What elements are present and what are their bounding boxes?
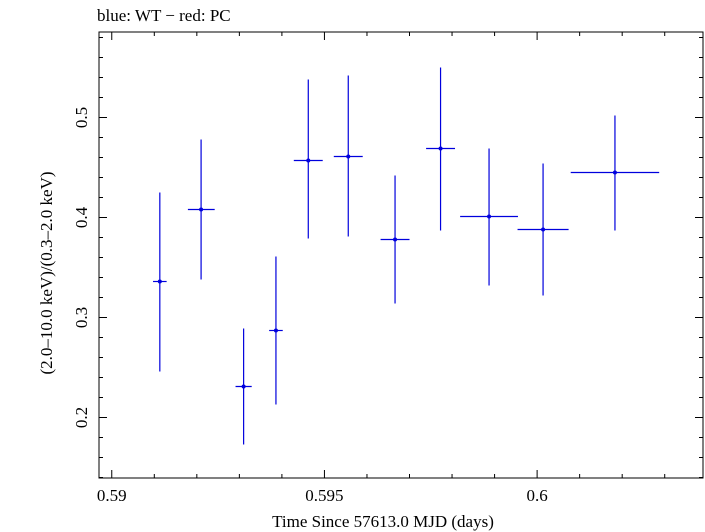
y-axis-label: (2.0–10.0 keV)/(0.3–2.0 keV) xyxy=(37,171,56,374)
data-point-group xyxy=(333,75,363,237)
data-point xyxy=(346,154,351,159)
data-point-group xyxy=(235,328,252,445)
data-point xyxy=(241,384,246,389)
plot-frame xyxy=(98,31,704,479)
y-tick-label: 0.2 xyxy=(72,407,91,428)
data-point xyxy=(306,158,311,163)
y-tick-label: 0.5 xyxy=(72,107,91,128)
data-point-group xyxy=(426,67,456,231)
data-point-group xyxy=(269,256,283,405)
data-point-group xyxy=(570,115,660,231)
y-tick-label: 0.3 xyxy=(72,307,91,328)
chart-title: blue: WT − red: PC xyxy=(97,6,231,25)
data-point-group xyxy=(517,163,569,296)
data-point-group xyxy=(380,175,410,304)
x-axis-label: Time Since 57613.0 MJD (days) xyxy=(272,512,494,531)
ticks-layer: 0.59 0.595 0.6 0.2 0.3 0.4 0.5 xyxy=(72,32,703,505)
data-point xyxy=(487,214,492,219)
x-tick-label: 0.59 xyxy=(97,486,127,505)
x-tick-label: 0.595 xyxy=(305,486,343,505)
data-point-group xyxy=(293,79,323,239)
x-tick-label: 0.6 xyxy=(526,486,547,505)
data-point xyxy=(273,328,278,333)
data-point-group xyxy=(153,192,167,372)
data-point xyxy=(612,170,617,175)
data-point-group xyxy=(460,148,518,286)
y-tick-label: 0.4 xyxy=(72,206,91,228)
data-point xyxy=(157,279,162,284)
data-point xyxy=(541,227,546,232)
data-layer xyxy=(153,67,660,445)
data-point xyxy=(393,237,398,242)
data-point xyxy=(199,207,204,212)
data-point xyxy=(438,146,443,151)
data-point-group xyxy=(187,139,215,280)
